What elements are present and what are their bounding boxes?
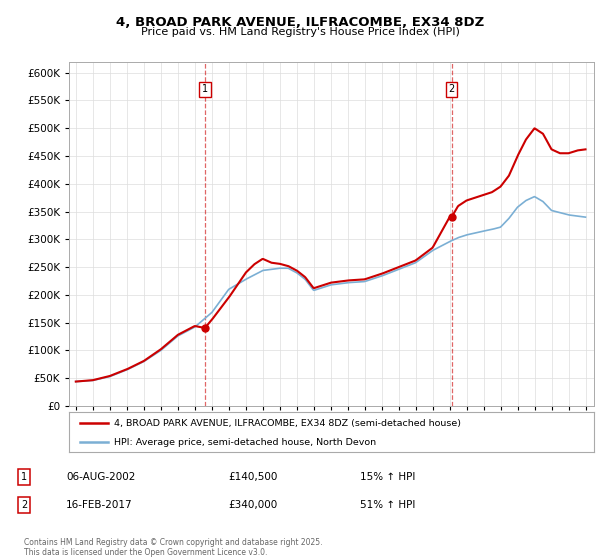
Text: £340,000: £340,000 [228,500,277,510]
Text: 16-FEB-2017: 16-FEB-2017 [66,500,133,510]
Text: 2: 2 [21,500,27,510]
Text: 1: 1 [21,472,27,482]
Text: £140,500: £140,500 [228,472,277,482]
Text: 2: 2 [448,85,455,95]
Text: Price paid vs. HM Land Registry's House Price Index (HPI): Price paid vs. HM Land Registry's House … [140,27,460,37]
Text: 4, BROAD PARK AVENUE, ILFRACOMBE, EX34 8DZ: 4, BROAD PARK AVENUE, ILFRACOMBE, EX34 8… [116,16,484,29]
Text: Contains HM Land Registry data © Crown copyright and database right 2025.
This d: Contains HM Land Registry data © Crown c… [24,538,323,557]
Text: 15% ↑ HPI: 15% ↑ HPI [360,472,415,482]
Text: 06-AUG-2002: 06-AUG-2002 [66,472,136,482]
Text: 51% ↑ HPI: 51% ↑ HPI [360,500,415,510]
Text: 4, BROAD PARK AVENUE, ILFRACOMBE, EX34 8DZ (semi-detached house): 4, BROAD PARK AVENUE, ILFRACOMBE, EX34 8… [113,419,461,428]
Text: HPI: Average price, semi-detached house, North Devon: HPI: Average price, semi-detached house,… [113,438,376,447]
Text: 1: 1 [202,85,208,95]
